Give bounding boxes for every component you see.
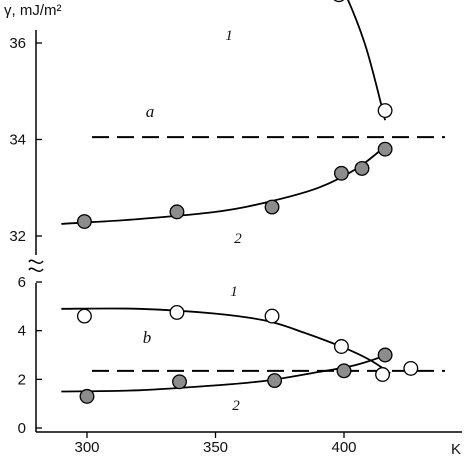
data-point-open xyxy=(333,0,345,3)
dashed-reference-layer xyxy=(92,136,445,372)
panel-label: b xyxy=(143,328,152,347)
data-point-open xyxy=(403,360,419,376)
data-point-layer xyxy=(76,0,419,404)
data-point-open xyxy=(375,367,391,382)
panel-label: a xyxy=(146,102,155,121)
data-point-filled xyxy=(76,214,92,229)
data-point-filled xyxy=(377,141,393,157)
x-tick-label: 400 xyxy=(331,439,356,456)
y-tick-label: 34 xyxy=(9,132,26,149)
tick-layer: 30035040032343638400246 xyxy=(9,35,356,456)
fit-curve xyxy=(347,0,386,121)
y-tick-label: 32 xyxy=(9,228,26,245)
y-tick-label: 36 xyxy=(9,35,26,52)
x-tick-label: 350 xyxy=(203,439,228,456)
data-point-open xyxy=(333,339,349,354)
data-point-filled xyxy=(169,204,185,220)
y-tick-label: 4 xyxy=(18,323,26,340)
axis-break-mark xyxy=(28,259,44,272)
curve-label: 1 xyxy=(230,284,238,300)
data-point-open xyxy=(76,308,92,324)
curve-label: 1 xyxy=(225,28,233,44)
curve-label: 2 xyxy=(234,231,242,247)
data-point-open xyxy=(377,103,393,119)
y-tick-label: 0 xyxy=(18,420,26,437)
fit-curve-layer xyxy=(61,0,391,393)
data-point-open xyxy=(264,308,280,324)
data-point-filled xyxy=(172,374,187,390)
y-tick-label: 2 xyxy=(18,371,26,388)
x-axis-title: K xyxy=(451,441,461,458)
y-tick-label: 6 xyxy=(18,274,26,291)
fit-curve xyxy=(61,352,391,393)
data-point-filled xyxy=(354,160,370,176)
data-point-open xyxy=(169,304,185,320)
x-tick-label: 300 xyxy=(74,439,99,456)
fit-curve xyxy=(61,143,389,225)
data-point-filled xyxy=(267,373,283,389)
data-point-filled xyxy=(264,199,280,215)
y-axis-title: γ, mJ/m² xyxy=(4,2,62,19)
curve-label: 2 xyxy=(232,398,240,414)
data-point-filled xyxy=(336,363,352,379)
data-point-filled xyxy=(79,388,95,404)
data-point-filled xyxy=(377,347,393,363)
label-layer: a 1 2 b 1 2 xyxy=(143,28,243,414)
data-point-filled xyxy=(333,165,349,181)
fit-curve xyxy=(61,307,391,375)
